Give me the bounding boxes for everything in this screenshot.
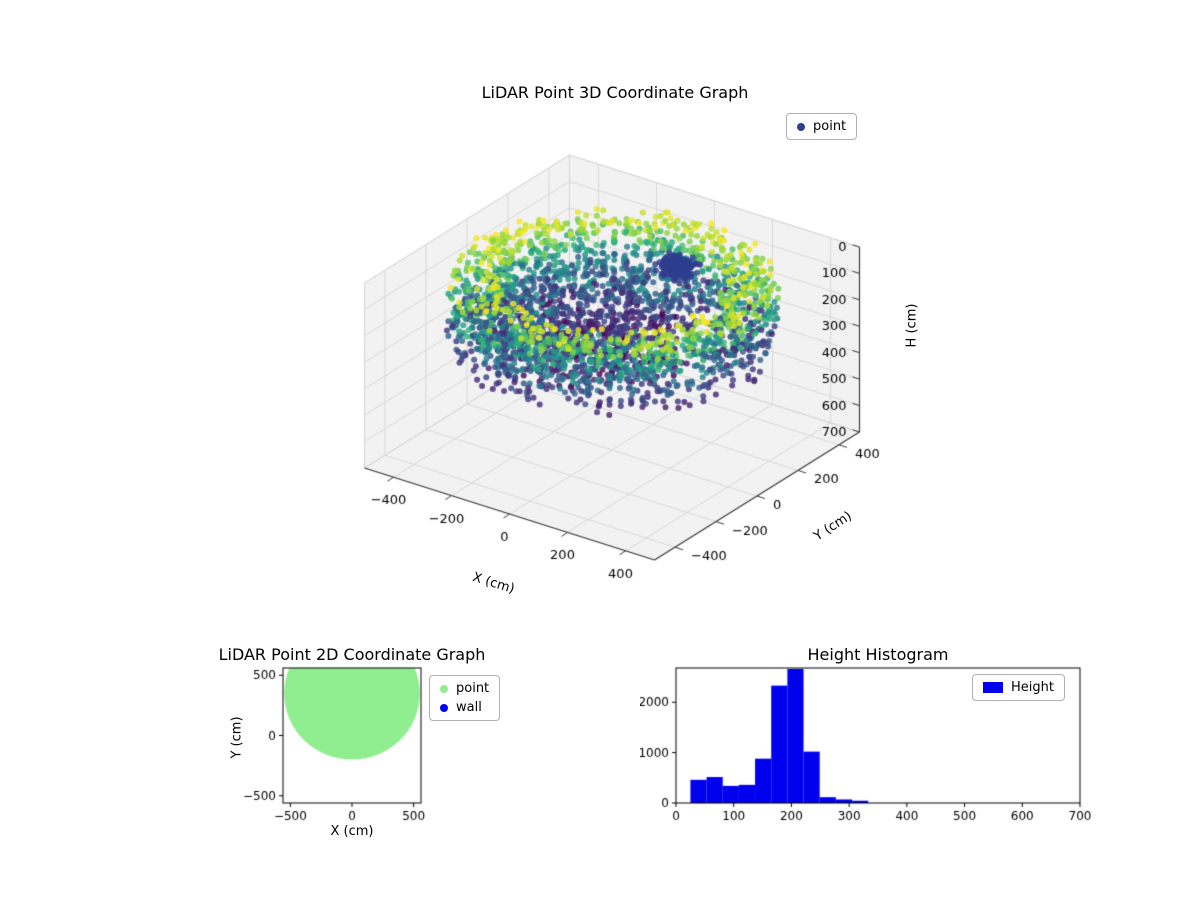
plot3d-legend: point bbox=[786, 113, 858, 140]
legend-row-wall-2d: wall bbox=[440, 700, 489, 715]
plot2d-yaxis-label: Y (cm) bbox=[229, 716, 245, 759]
plot3d-zaxis-label: H (cm) bbox=[904, 303, 920, 348]
legend-row-point-3d: point bbox=[797, 119, 846, 134]
hist-canvas bbox=[640, 645, 1100, 830]
legend2d-point-label: point bbox=[456, 681, 490, 696]
legend2d-wall-marker-icon bbox=[440, 703, 448, 712]
legend-hist-patch-icon bbox=[983, 682, 1003, 693]
plot3d-title: LiDAR Point 3D Coordinate Graph bbox=[481, 83, 749, 102]
plot2d-xaxis-label: X (cm) bbox=[330, 824, 374, 839]
legend2d-wall-label: wall bbox=[456, 700, 482, 715]
plot3d-canvas bbox=[250, 120, 990, 660]
hist-legend: Height bbox=[972, 674, 1065, 701]
legend3d-marker-icon bbox=[797, 122, 805, 131]
legend2d-point-marker-icon bbox=[440, 684, 448, 693]
legend3d-label: point bbox=[813, 119, 847, 134]
plot2d-legend: point wall bbox=[429, 675, 501, 721]
plot2d-canvas bbox=[225, 645, 445, 830]
legend-hist-label: Height bbox=[1011, 680, 1054, 695]
legend-row-height: Height bbox=[983, 680, 1054, 695]
legend-row-point-2d: point bbox=[440, 681, 489, 696]
